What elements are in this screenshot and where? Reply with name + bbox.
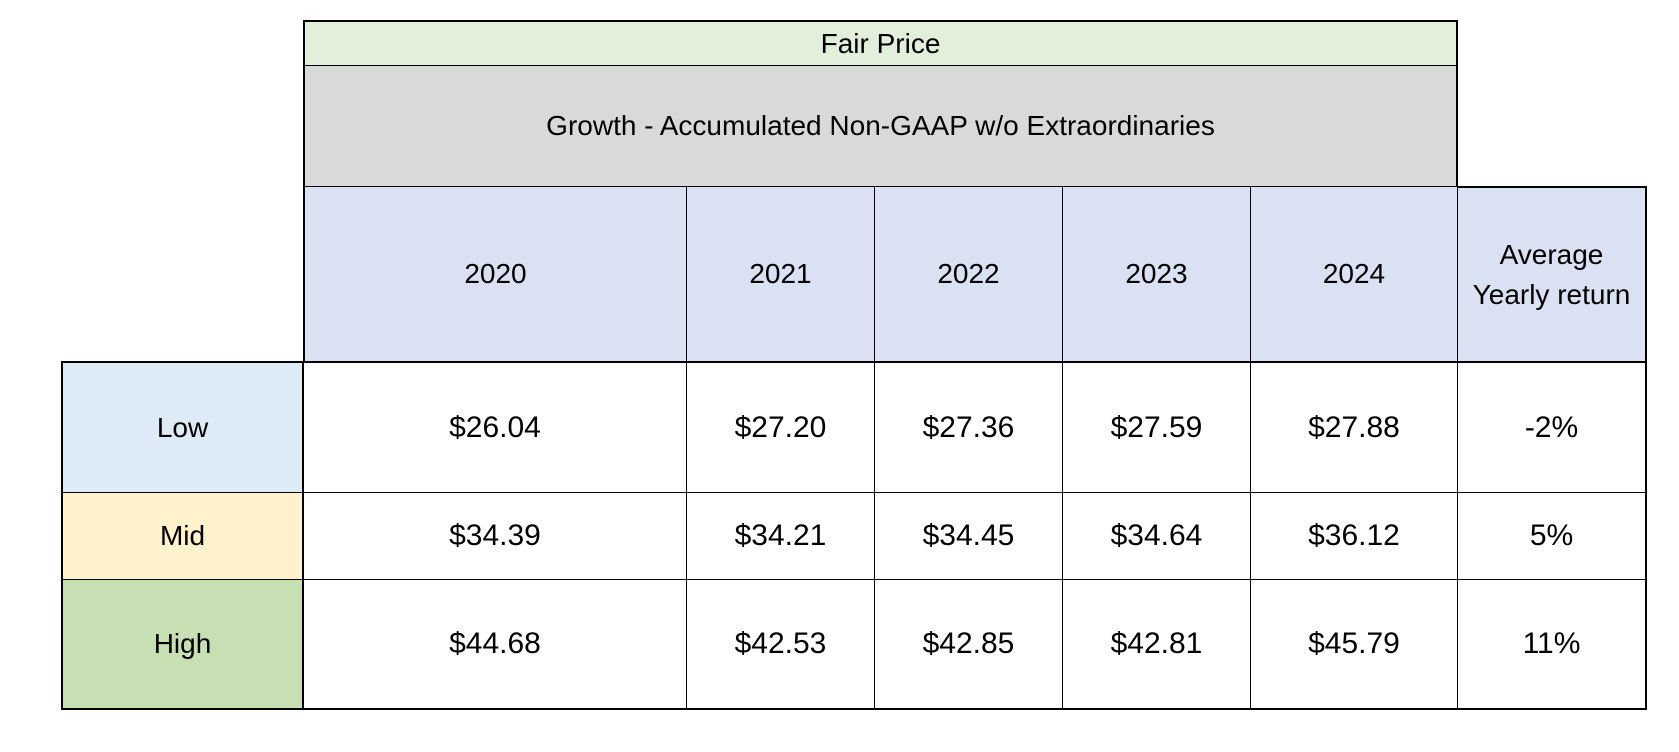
column-header: 2022 [874,186,1063,362]
table-cell: $42.85 [874,579,1063,710]
table-cell: -2% [1457,361,1647,493]
table-cell: 11% [1457,579,1647,710]
table-cell: $34.64 [1062,492,1251,580]
row-label: Low [61,361,304,493]
column-header: 2021 [686,186,875,362]
table-cell: $26.04 [303,361,687,493]
column-header: 2020 [303,186,687,362]
column-header: 2024 [1250,186,1458,362]
table-cell: $42.53 [686,579,875,710]
table-cell: $42.81 [1062,579,1251,710]
column-header: 2023 [1062,186,1251,362]
table-cell: $27.36 [874,361,1063,493]
table-cell: 5% [1457,492,1647,580]
table-cell: $34.45 [874,492,1063,580]
row-label: Mid [61,492,304,580]
table-cell: $34.21 [686,492,875,580]
table-cell: $34.39 [303,492,687,580]
table-cell: $36.12 [1250,492,1458,580]
table-cell: $44.68 [303,579,687,710]
table-cell: $27.88 [1250,361,1458,493]
table-subtitle: Growth - Accumulated Non-GAAP w/o Extrao… [303,65,1458,187]
row-label: High [61,579,304,710]
table-title: Fair Price [303,20,1458,66]
table-cell: $27.20 [686,361,875,493]
table-cell: $45.79 [1250,579,1458,710]
table-cell: $27.59 [1062,361,1251,493]
column-header: Average Yearly return [1457,186,1647,362]
